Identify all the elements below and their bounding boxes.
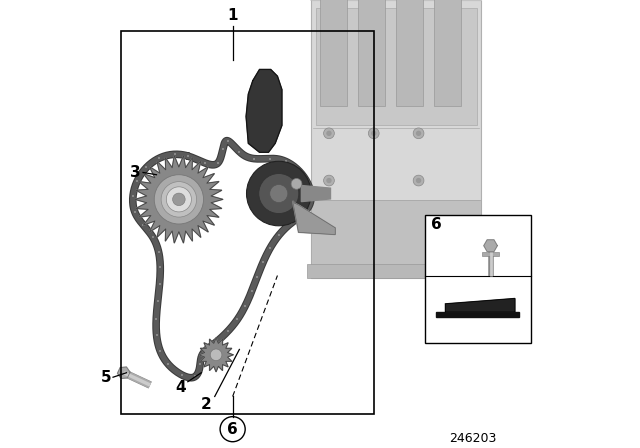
Polygon shape xyxy=(484,240,497,251)
Text: 4: 4 xyxy=(175,380,186,395)
Polygon shape xyxy=(199,338,233,372)
Circle shape xyxy=(416,131,421,136)
Bar xyxy=(307,264,486,278)
Circle shape xyxy=(210,349,222,361)
Bar xyxy=(483,251,499,256)
Circle shape xyxy=(326,178,332,183)
Circle shape xyxy=(416,178,421,183)
Bar xyxy=(316,9,477,125)
Polygon shape xyxy=(118,367,130,379)
Circle shape xyxy=(166,187,191,212)
Circle shape xyxy=(369,128,379,139)
Circle shape xyxy=(161,181,196,217)
Circle shape xyxy=(324,128,334,139)
Polygon shape xyxy=(435,0,461,106)
Polygon shape xyxy=(246,69,282,152)
Circle shape xyxy=(259,173,299,214)
Circle shape xyxy=(154,175,204,224)
Polygon shape xyxy=(301,185,330,202)
Polygon shape xyxy=(135,156,223,243)
Polygon shape xyxy=(445,298,515,312)
Text: 5: 5 xyxy=(100,370,111,385)
Text: 3: 3 xyxy=(130,165,141,180)
Circle shape xyxy=(371,131,376,136)
Circle shape xyxy=(246,161,311,226)
Text: 2: 2 xyxy=(200,396,211,412)
Bar xyxy=(311,200,481,278)
Circle shape xyxy=(326,131,332,136)
Polygon shape xyxy=(436,312,519,317)
Text: 6: 6 xyxy=(227,422,238,437)
Circle shape xyxy=(291,178,302,189)
Circle shape xyxy=(269,185,288,202)
Polygon shape xyxy=(292,201,335,235)
Bar xyxy=(425,215,531,343)
Circle shape xyxy=(413,128,424,139)
Polygon shape xyxy=(358,0,385,106)
Polygon shape xyxy=(320,0,347,106)
Text: 1: 1 xyxy=(227,8,238,23)
Text: 246203: 246203 xyxy=(449,431,496,445)
Bar xyxy=(120,31,374,414)
Circle shape xyxy=(413,175,424,186)
Text: 6: 6 xyxy=(431,216,442,232)
Bar xyxy=(311,0,481,278)
Circle shape xyxy=(173,193,185,206)
Polygon shape xyxy=(396,0,423,106)
Circle shape xyxy=(324,175,334,186)
